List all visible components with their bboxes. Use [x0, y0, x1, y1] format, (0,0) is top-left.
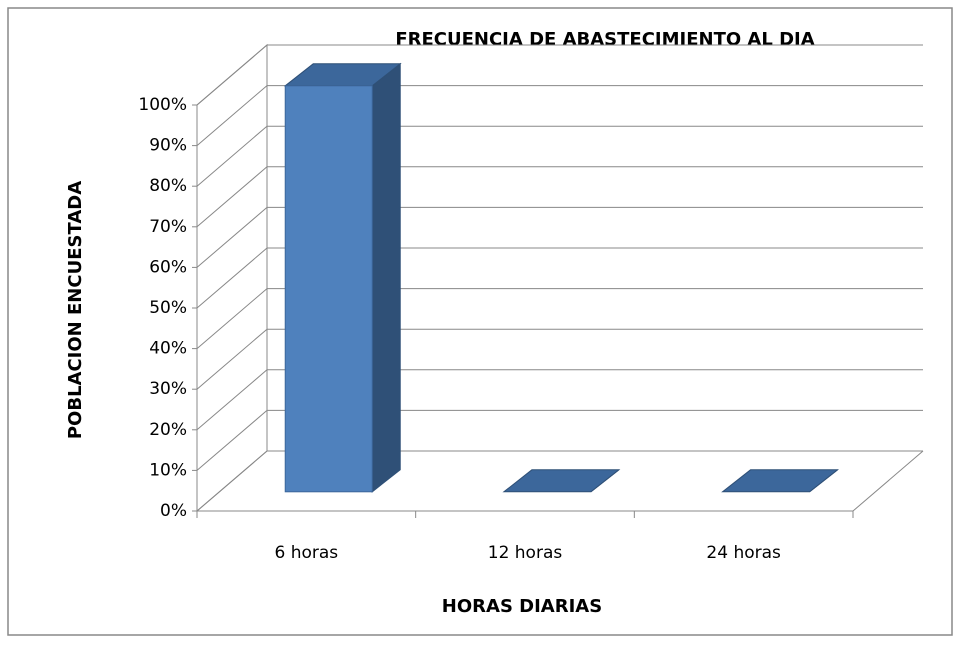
y-tick-label: 70%	[149, 217, 187, 237]
grid-line	[196, 409, 923, 471]
y-tick-label: 10%	[149, 460, 187, 480]
grid-line	[196, 247, 923, 309]
grid-line	[196, 125, 923, 187]
y-tick-label: 30%	[149, 379, 187, 399]
y-tick-label: 80%	[149, 176, 187, 196]
grid-line	[196, 328, 923, 390]
grid-line	[196, 206, 923, 268]
chart-border	[7, 7, 953, 636]
chart-title: FRECUENCIA DE ABASTECIMIENTO AL DIA	[395, 29, 814, 50]
x-tick-label: 24 horas	[706, 543, 781, 563]
bar	[284, 85, 373, 493]
bar-top	[721, 469, 840, 493]
y-tick-label: 90%	[149, 136, 187, 156]
grid-line	[196, 44, 923, 106]
y-tick-label: 40%	[149, 339, 187, 359]
x-axis-label: HORAS DIARIAS	[442, 596, 602, 617]
bar-top	[502, 469, 621, 493]
y-tick-label: 20%	[149, 420, 187, 440]
grid-line	[196, 288, 923, 349]
grid-line	[196, 85, 923, 146]
y-tick-label: 60%	[149, 257, 187, 277]
grid-line	[196, 450, 923, 512]
y-axis-label: POBLACION ENCUESTADA	[65, 181, 86, 439]
grid-line	[196, 166, 923, 228]
x-tick-label: 6 horas	[274, 543, 338, 563]
grid-line	[196, 369, 923, 431]
bar-side	[371, 62, 401, 493]
y-tick-label: 50%	[149, 298, 187, 318]
y-tick-label: 0%	[160, 501, 187, 521]
x-tick-label: 12 horas	[488, 543, 563, 563]
y-tick-label: 100%	[138, 95, 187, 115]
